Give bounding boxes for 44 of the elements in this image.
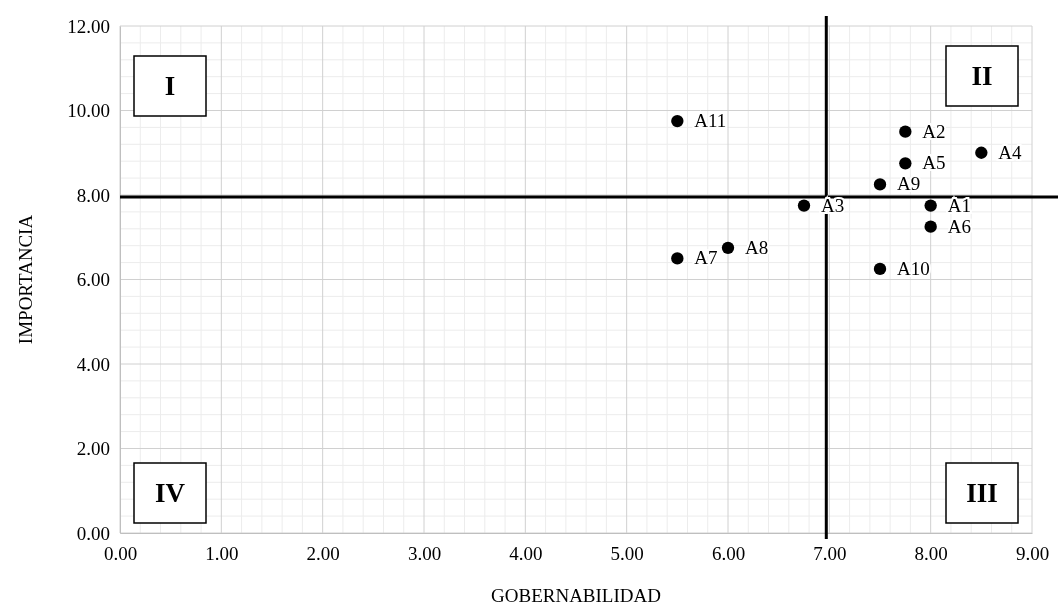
point [924, 199, 937, 212]
annotation: A11 [694, 110, 727, 132]
x-tick-label: 9.00 [1015, 543, 1050, 565]
annotation: A1 [947, 194, 971, 216]
point [671, 114, 684, 128]
x-tick-label: 5.00 [610, 543, 644, 565]
x-tick-label: 0.00 [103, 543, 138, 565]
annotation: II [971, 61, 993, 91]
x-axis-title: GOBERNABILIDAD [491, 585, 661, 606]
point [873, 262, 887, 276]
y-tick-label: 0.00 [76, 522, 110, 544]
y-tick-label: 12.00 [67, 15, 110, 37]
annotation: IV [154, 478, 186, 508]
point [975, 146, 988, 159]
x-tick-label: 8.00 [914, 543, 948, 565]
x-tick-label: 2.00 [306, 543, 340, 565]
annotation: III [966, 478, 998, 508]
x-tick-label: 3.00 [407, 543, 442, 565]
point [873, 178, 887, 191]
y-tick-label: 10.00 [67, 100, 110, 122]
x-tick-label: 7.00 [813, 543, 847, 565]
y-tick-label: 6.00 [76, 269, 110, 291]
x-tick-label: 1.00 [205, 543, 239, 565]
y-tick-label: 4.00 [76, 353, 110, 375]
annotation: I [164, 71, 176, 101]
annotation: A2 [922, 120, 946, 142]
x-tick-label: 6.00 [711, 543, 746, 565]
x-tick-label: 4.00 [509, 543, 543, 565]
annotation: A5 [922, 152, 946, 174]
y-tick-label: 2.00 [76, 438, 110, 460]
annotation: A7 [694, 247, 718, 269]
y-tick-label: 8.00 [76, 184, 110, 206]
annotation: A6 [947, 215, 971, 237]
y-axis-title: IMPORTANCIA [15, 214, 36, 345]
annotation: A8 [745, 236, 769, 258]
point [899, 125, 912, 138]
annotation: A4 [998, 141, 1023, 163]
point [797, 199, 811, 212]
annotation: A9 [897, 173, 921, 195]
point [899, 157, 912, 170]
annotation: A10 [897, 257, 930, 279]
point [721, 241, 735, 254]
point [924, 220, 937, 233]
point [671, 252, 684, 265]
